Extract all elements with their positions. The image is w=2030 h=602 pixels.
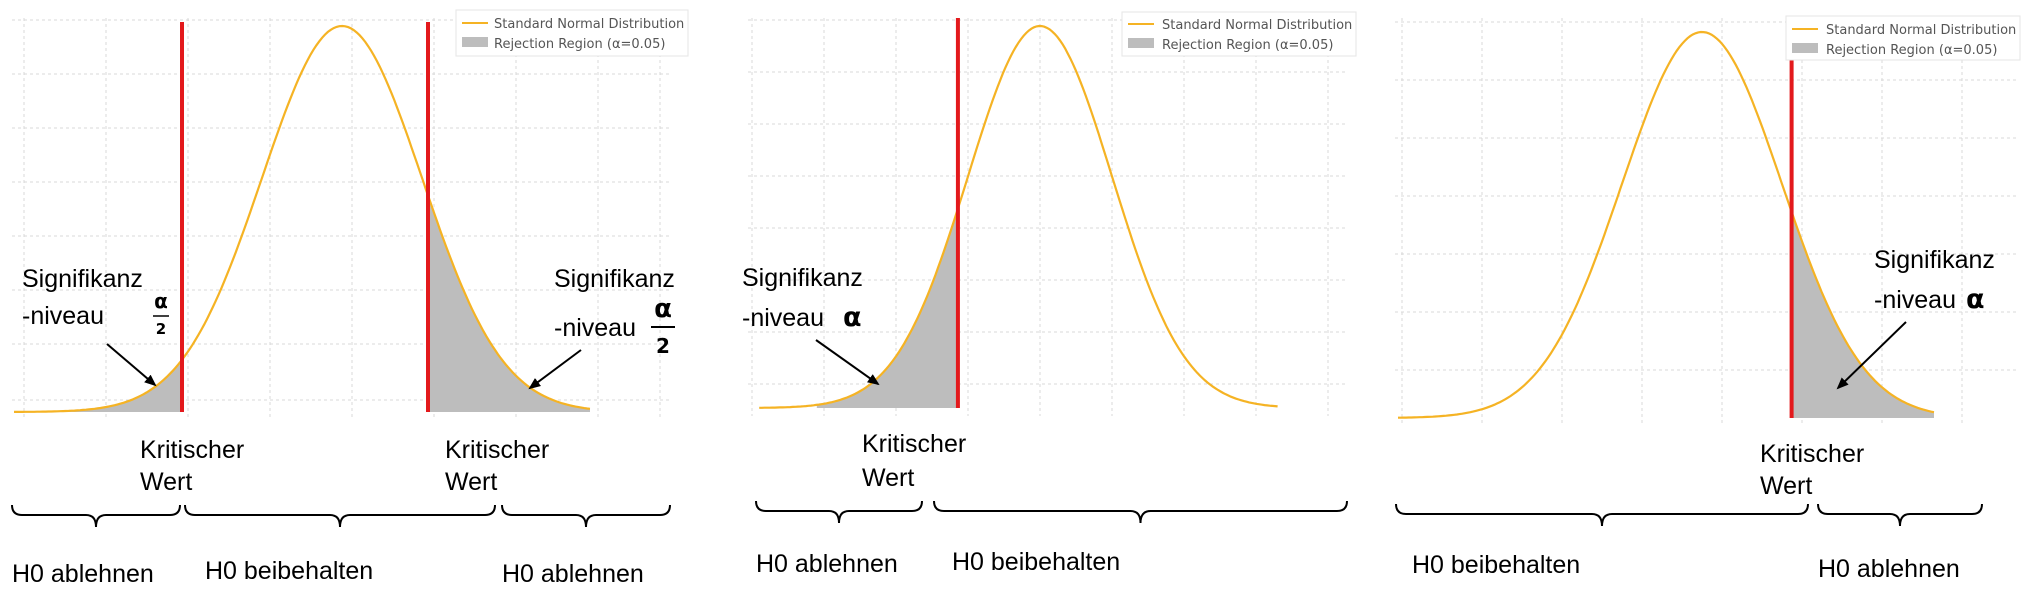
significance-label-right: Signifikanz [554,265,675,293]
critical-value-label-left: Kritischer [140,436,244,464]
critical-value-sublabel-right: Wert [445,468,497,496]
alpha-symbol: α [1966,284,1985,315]
legend: Standard Normal Distribution Rejection R… [1785,15,2021,61]
region-label-reject: H0 ablehnen [756,550,898,578]
significance-sublabel: -niveau [1874,286,1956,314]
alpha-symbol-right: α [654,294,672,324]
rejection-region-left [54,359,182,412]
brace-reject-right [501,504,671,528]
critical-value-label: Kritischer [1760,440,1864,468]
grid [748,18,1345,416]
alpha-denominator-left: 2 [156,320,166,338]
legend-region-label: Rejection Region (α=0.05) [494,37,665,52]
arrow [1836,321,1907,390]
brace-keep [184,504,496,528]
significance-label: Signifikanz [742,264,863,292]
alpha-symbol: α [843,302,862,333]
grid [12,18,670,420]
alpha-denominator-right: 2 [656,334,670,358]
region-label-reject: H0 ablehnen [1818,555,1960,583]
rejection-region-right [1791,211,1934,418]
brace-reject [1817,503,1983,527]
region-label-reject-left: H0 ablehnen [12,560,154,588]
critical-value-sublabel-left: Wert [140,468,192,496]
arrow [815,339,880,386]
region-label-reject-right: H0 ablehnen [502,560,644,588]
legend-curve-label: Standard Normal Distribution [494,17,684,32]
rejection-region-left [816,208,958,408]
region-label-keep: H0 beibehalten [1412,551,1580,579]
brace-reject-left [11,504,181,528]
significance-label: Signifikanz [1874,246,1995,274]
significance-sublabel-right: -niveau [554,314,636,342]
arrow-right [528,349,582,390]
region-label-keep: H0 beibehalten [952,548,1120,576]
critical-value-label-right: Kritischer [445,436,549,464]
legend-curve-label: Standard Normal Distribution [1826,23,2016,38]
arrow-left [106,343,157,387]
significance-sublabel-left: -niveau [22,302,104,330]
brace-keep [1395,503,1809,527]
panel-left-sided: Standard Normal Distribution Rejection R… [742,11,1357,578]
normal-curve [759,24,1278,409]
alpha-symbol-left: α [154,289,168,313]
brace-keep [933,500,1348,524]
normal-curve [1398,30,1935,419]
significance-label-left: Signifikanz [22,265,143,293]
legend-region-label: Rejection Region (α=0.05) [1162,38,1333,53]
grid [1395,18,2018,426]
legend-region-label: Rejection Region (α=0.05) [1826,43,1997,58]
legend: Standard Normal Distribution Rejection R… [455,9,689,57]
normal-curve [14,24,591,413]
legend-curve-label: Standard Normal Distribution [1162,18,1352,33]
region-label-keep: H0 beibehalten [205,557,373,585]
legend: Standard Normal Distribution Rejection R… [1121,11,1357,57]
significance-sublabel: -niveau [742,304,824,332]
legend-region-swatch [1792,43,1818,53]
critical-value-sublabel: Wert [862,464,914,492]
rejection-region-right [428,195,590,412]
legend-region-swatch [462,37,488,47]
critical-value-sublabel: Wert [1760,472,1812,500]
panel-two-sided: Standard Normal Distribution Rejection R… [11,9,689,588]
brace-reject [755,500,923,524]
critical-value-label: Kritischer [862,430,966,458]
legend-region-swatch [1128,38,1154,48]
panel-right-sided: Standard Normal Distribution Rejection R… [1395,15,2021,583]
